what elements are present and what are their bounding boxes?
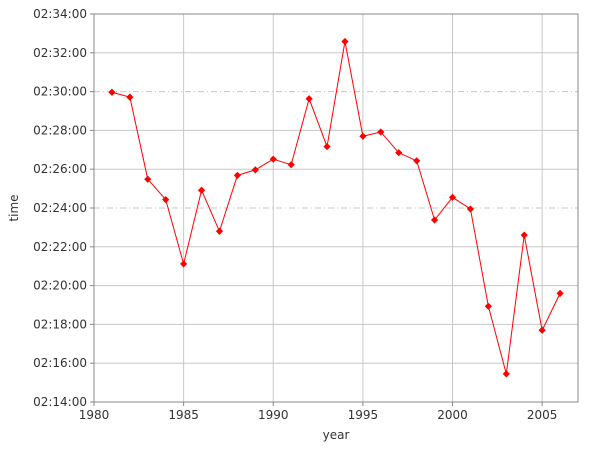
data-point [305,95,313,103]
data-point [502,370,510,378]
data-point [377,128,385,136]
x-tick-label: 1995 [348,408,379,422]
series-line [111,40,561,375]
y-axis-label: time [7,194,21,221]
x-tick-label: 2000 [437,408,468,422]
data-point [215,227,224,235]
y-tick-label: 02:20:00 [33,279,87,293]
data-point [323,142,331,151]
x-axis-label: year [323,428,350,442]
y-tick-label: 02:32:00 [33,46,87,60]
data-point [251,166,259,174]
plot-background [94,14,578,402]
x-tick-label: 1980 [79,408,110,422]
data-point [359,132,367,140]
data-point [448,193,457,201]
x-axis-ticks: 1980 1985 1990 1995 2000 2005 [79,402,558,422]
data-point [197,186,206,194]
data-point [430,216,439,224]
y-axis-ticks: 02:14:00 02:16:00 02:18:00 02:20:00 02:22:00… [33,7,94,409]
x-tick-label: 1985 [168,408,199,422]
data-point [162,195,170,204]
y-tick-label: 02:34:00 [33,7,87,21]
data-point [538,326,546,334]
data-point [520,231,528,239]
data-point [287,161,295,169]
y-tick-label: 02:16:00 [33,356,87,370]
y-tick-label: 02:26:00 [33,162,87,176]
y-tick-label: 02:24:00 [33,201,87,215]
series-layer [108,37,564,378]
data-point [269,155,277,163]
data-point [466,205,475,213]
y-tick-label: 02:30:00 [33,85,87,99]
data-point [180,260,188,268]
data-point [108,88,116,96]
data-point [126,93,134,101]
data-point [233,171,242,179]
x-tick-label: 2005 [527,408,558,422]
x-tick-label: 1990 [258,408,289,422]
data-point [413,157,421,165]
data-point [341,37,349,46]
data-point [556,289,564,297]
data-point [484,302,492,310]
y-tick-label: 02:14:00 [33,395,87,409]
y-tick-label: 02:28:00 [33,123,87,137]
data-point [144,175,152,183]
y-tick-label: 02:22:00 [33,240,87,254]
y-tick-label: 02:18:00 [33,317,87,331]
y-gridlines [94,13,578,403]
data-point [395,149,403,157]
